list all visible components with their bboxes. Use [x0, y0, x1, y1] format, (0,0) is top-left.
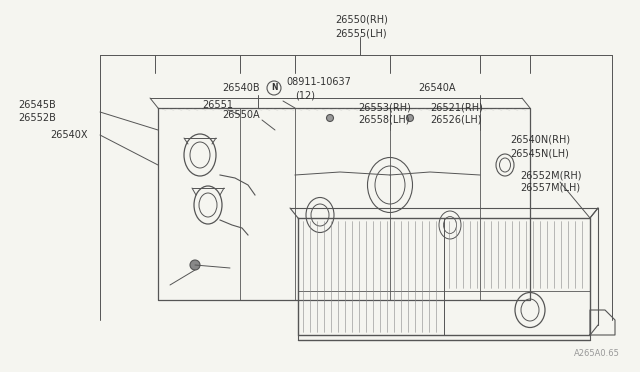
Text: 26557M(LH): 26557M(LH) [520, 183, 580, 193]
Text: 26555(LH): 26555(LH) [335, 28, 387, 38]
Text: 26521(RH): 26521(RH) [430, 103, 483, 113]
Ellipse shape [190, 260, 200, 270]
Text: N: N [271, 83, 277, 93]
Text: 26558(LH): 26558(LH) [358, 115, 410, 125]
Circle shape [267, 81, 281, 95]
Text: 26550(RH): 26550(RH) [335, 15, 388, 25]
Text: 26540N(RH): 26540N(RH) [510, 135, 570, 145]
Text: 26550A: 26550A [222, 110, 260, 120]
Text: A265A0.65: A265A0.65 [574, 349, 620, 358]
Text: 26540X: 26540X [50, 130, 88, 140]
Text: N: N [271, 83, 277, 93]
Text: 26540B: 26540B [222, 83, 260, 93]
Text: 08911-10637: 08911-10637 [286, 77, 351, 87]
Text: 26553(RH): 26553(RH) [358, 103, 411, 113]
Text: 26552B: 26552B [18, 113, 56, 123]
Ellipse shape [326, 115, 333, 122]
Text: 26540A: 26540A [418, 83, 456, 93]
Text: 26552M(RH): 26552M(RH) [520, 170, 582, 180]
Text: 26545B: 26545B [18, 100, 56, 110]
Text: 26545N(LH): 26545N(LH) [510, 148, 569, 158]
Text: 26526(LH): 26526(LH) [430, 115, 481, 125]
Text: (12): (12) [295, 91, 315, 101]
Text: 26551: 26551 [202, 100, 233, 110]
Ellipse shape [406, 115, 413, 122]
